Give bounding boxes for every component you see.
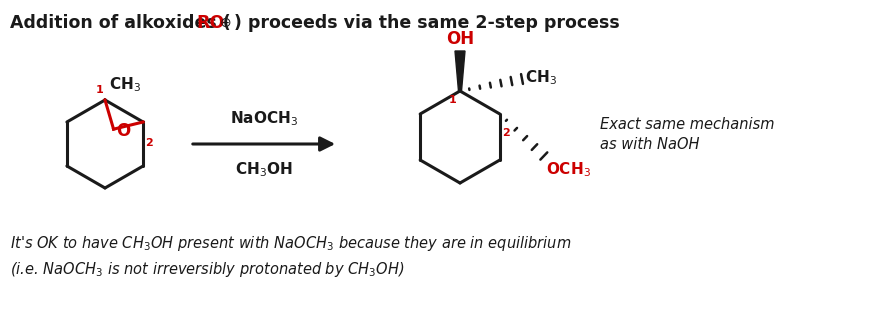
Text: CH$_3$OH: CH$_3$OH bbox=[235, 160, 293, 179]
Text: CH$_3$: CH$_3$ bbox=[109, 75, 141, 94]
Text: 2: 2 bbox=[145, 138, 153, 148]
Text: 2: 2 bbox=[502, 128, 509, 138]
Text: RO: RO bbox=[196, 14, 224, 32]
Text: ) proceeds via the same 2-step process: ) proceeds via the same 2-step process bbox=[234, 14, 620, 32]
Text: CH$_3$: CH$_3$ bbox=[525, 69, 557, 87]
Text: ⊖: ⊖ bbox=[220, 16, 232, 30]
Text: It's OK to have CH$_3$OH present with NaOCH$_3$ because they are in equilibrium: It's OK to have CH$_3$OH present with Na… bbox=[10, 234, 571, 253]
Text: 1: 1 bbox=[95, 85, 103, 95]
Text: Addition of alkoxides (: Addition of alkoxides ( bbox=[10, 14, 231, 32]
Polygon shape bbox=[455, 51, 465, 91]
Text: 1: 1 bbox=[448, 95, 456, 105]
Text: Exact same mechanism: Exact same mechanism bbox=[600, 117, 774, 131]
Text: as with NaOH: as with NaOH bbox=[600, 137, 699, 151]
Text: (i.e. NaOCH$_3$ is not irreversibly protonated by CH$_3$OH): (i.e. NaOCH$_3$ is not irreversibly prot… bbox=[10, 260, 405, 279]
Text: NaOCH$_3$: NaOCH$_3$ bbox=[230, 109, 298, 128]
Text: OH: OH bbox=[446, 30, 474, 48]
Text: O: O bbox=[117, 122, 131, 140]
Text: OCH$_3$: OCH$_3$ bbox=[546, 160, 591, 179]
